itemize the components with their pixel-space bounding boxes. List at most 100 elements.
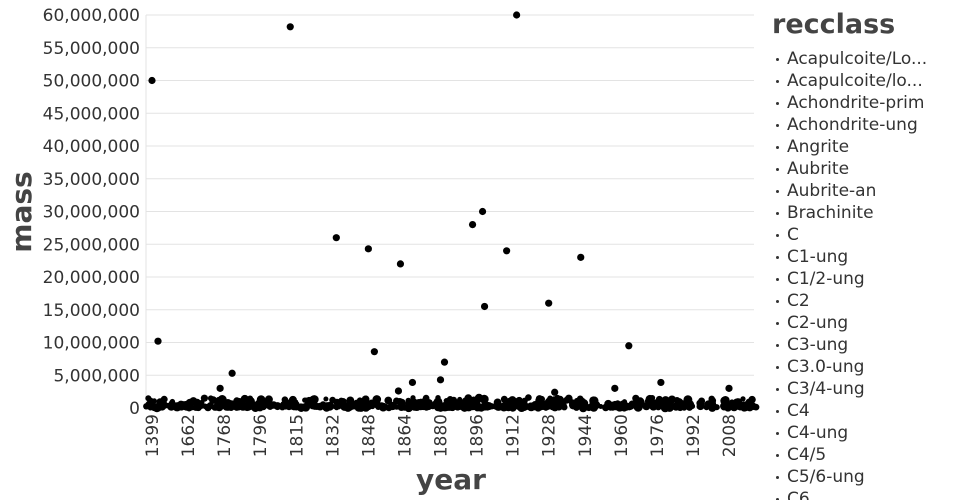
x-tick-label: 1928	[540, 414, 560, 457]
near-zero-point	[384, 396, 393, 405]
legend-label: Brachinite	[787, 203, 874, 223]
near-zero-point	[334, 405, 340, 411]
legend-item[interactable]: C3/4-ung	[772, 378, 960, 400]
x-tick-label: 1944	[576, 414, 596, 457]
data-point	[394, 387, 403, 395]
near-zero-point	[708, 395, 715, 402]
near-zero-point	[632, 400, 641, 409]
legend-label: C3.0-ung	[787, 357, 865, 377]
near-zero-point	[179, 401, 188, 410]
y-tick-label: 0	[129, 399, 140, 419]
x-axis-ticks: 1399 1662 1768 1796 1815 1832 1848 1864 1880 1896…	[143, 414, 740, 457]
near-zero-point	[475, 399, 481, 405]
near-zero-point	[347, 404, 354, 411]
legend-label: C6	[787, 489, 810, 500]
near-zero-point	[626, 404, 633, 411]
legend-item[interactable]: C3-ung	[772, 334, 960, 356]
legend-item[interactable]: C	[772, 224, 960, 246]
legend-item[interactable]: C2-ung	[772, 312, 960, 334]
near-zero-point	[556, 400, 565, 410]
legend-marker-icon	[776, 497, 779, 500]
near-zero-point	[282, 403, 289, 410]
legend-item[interactable]: C4/5	[772, 444, 960, 466]
near-zero-point	[425, 399, 433, 407]
legend-item[interactable]: C4-ung	[772, 422, 960, 444]
near-zero-point	[500, 402, 509, 411]
legend-marker-icon	[776, 277, 779, 281]
data-point	[396, 260, 405, 268]
legend: recclass Acapulcoite/Lo... Acapulcoite/lo…	[772, 8, 960, 500]
legend-item[interactable]: C2	[772, 290, 960, 312]
legend-item[interactable]: Acapulcoite/lo...	[772, 70, 960, 92]
legend-item[interactable]: C6	[772, 488, 960, 500]
legend-marker-icon	[776, 167, 779, 171]
near-zero-point	[389, 403, 396, 410]
x-axis-title: year	[416, 463, 486, 496]
legend-item[interactable]: C3.0-ung	[772, 356, 960, 378]
near-zero-point	[410, 395, 416, 401]
near-zero-point	[240, 402, 249, 411]
data-point	[408, 378, 417, 387]
legend-label: Aubrite	[787, 159, 850, 179]
near-zero-point	[698, 397, 706, 405]
near-zero-point	[554, 394, 561, 402]
x-tick-label: 1960	[612, 414, 632, 457]
legend-item[interactable]: C1/2-ung	[772, 268, 960, 290]
legend-label: C2-ung	[787, 313, 849, 333]
legend-marker-icon	[776, 387, 779, 391]
legend-label: C	[787, 225, 799, 245]
near-zero-point	[213, 399, 219, 405]
data-point	[154, 337, 162, 345]
near-zero-point	[548, 402, 557, 410]
legend-label: C5/6-ung	[787, 467, 865, 487]
legend-label: Achondrite-ung	[787, 115, 918, 135]
y-tick-label: 55,000,000	[43, 39, 140, 59]
x-tick-label: 2008	[720, 414, 740, 457]
near-zero-point	[196, 403, 203, 410]
legend-marker-icon	[776, 255, 779, 259]
y-tick-label: 5,000,000	[53, 366, 140, 386]
data-point	[228, 369, 236, 377]
legend-item[interactable]: Acapulcoite/Lo...	[772, 48, 960, 70]
near-zero-point	[325, 403, 332, 410]
x-tick-label: 1815	[287, 414, 307, 457]
legend-marker-icon	[776, 475, 779, 479]
legend-item[interactable]: Aubrite-an	[772, 180, 960, 202]
near-zero-point	[204, 403, 212, 412]
legend-item[interactable]: C5/6-ung	[772, 466, 960, 488]
legend-item[interactable]: C1-ung	[772, 246, 960, 268]
near-zero-point	[615, 403, 624, 412]
legend-item[interactable]: Achondrite-ung	[772, 114, 960, 136]
x-tick-label: 1880	[432, 414, 452, 457]
legend-label: C2	[787, 291, 810, 311]
near-zero-point	[492, 403, 500, 410]
legend-label: C4	[787, 401, 810, 421]
near-zero-point	[405, 397, 412, 404]
legend-label: Aubrite-an	[787, 181, 877, 201]
legend-item[interactable]: Aubrite	[772, 158, 960, 180]
near-zero-point	[292, 399, 299, 405]
data-point	[148, 76, 156, 85]
legend-item[interactable]: C4	[772, 400, 960, 422]
near-zero-point	[720, 396, 729, 405]
legend-marker-icon	[776, 57, 779, 61]
near-zero-point	[213, 403, 220, 410]
near-zero-point	[642, 402, 651, 411]
near-zero-point	[439, 402, 448, 411]
near-zero-point	[449, 404, 456, 411]
legend-item[interactable]: Angrite	[772, 136, 960, 158]
data-point	[625, 342, 633, 350]
data-point	[611, 384, 619, 392]
legend-item[interactable]: Achondrite-prim	[772, 92, 960, 114]
near-zero-point	[521, 397, 528, 404]
near-zero-point	[696, 403, 704, 410]
legend-item[interactable]: Brachinite	[772, 202, 960, 224]
y-tick-label: 10,000,000	[43, 334, 140, 354]
near-zero-point	[668, 395, 676, 404]
legend-label: C1/2-ung	[787, 269, 865, 289]
near-zero-point	[158, 402, 167, 411]
near-zero-point	[535, 395, 544, 403]
near-zero-point	[374, 400, 381, 406]
data-point	[503, 247, 511, 255]
legend-marker-icon	[776, 189, 779, 193]
